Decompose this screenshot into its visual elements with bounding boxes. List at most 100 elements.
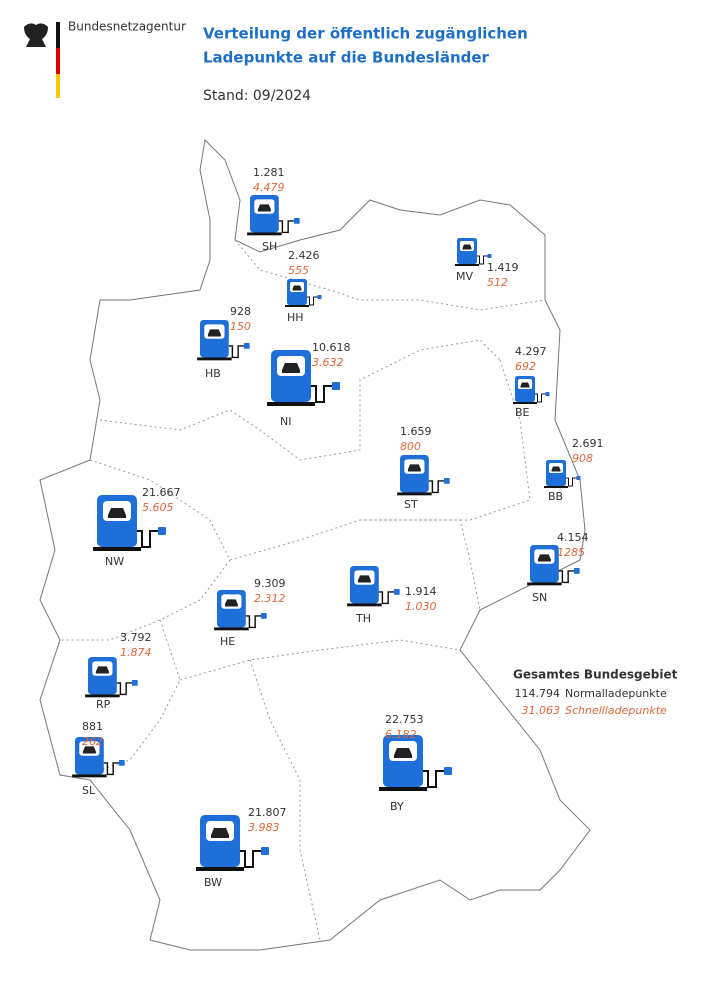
cable	[240, 850, 261, 868]
car	[108, 508, 126, 518]
state-borders	[60, 239, 546, 941]
state-code: BE	[515, 406, 530, 419]
state: HH 2.426 555	[285, 249, 322, 324]
car	[357, 575, 371, 583]
plug	[545, 392, 550, 396]
total-heading: Gesamtes Bundesgebiet	[513, 668, 678, 682]
state-code: SN	[532, 591, 547, 604]
state-code: NI	[280, 415, 291, 428]
charger-icon	[197, 320, 250, 361]
normal-count: 9.309	[254, 577, 286, 590]
normal-count: 1.419	[487, 261, 519, 274]
state-code: MV	[456, 270, 473, 283]
state: NI 10.618 3.632	[267, 341, 351, 428]
state-code: HE	[220, 635, 235, 648]
car	[211, 828, 229, 838]
charger-base	[267, 402, 315, 406]
charger-icon	[455, 238, 492, 266]
state: MV 1.419 512	[455, 238, 519, 289]
charger-base	[379, 787, 427, 791]
state-code: HH	[287, 311, 304, 324]
car	[282, 363, 300, 373]
car	[407, 464, 421, 472]
cable	[535, 393, 546, 403]
charger-base	[196, 867, 244, 871]
charger-base	[72, 774, 107, 778]
state-code: TH	[355, 612, 371, 625]
car	[224, 599, 238, 607]
charger-icon	[527, 545, 580, 586]
border	[360, 359, 531, 521]
normal-count: 1.281	[253, 166, 285, 179]
car	[207, 329, 221, 337]
charger-icon	[397, 455, 450, 496]
normal-count: 1.914	[405, 585, 437, 598]
fast-count: 150	[230, 320, 251, 333]
normal-count: 4.297	[515, 345, 547, 358]
charger-icon	[285, 279, 322, 307]
cable	[228, 345, 244, 359]
fast-count: 4.479	[253, 181, 285, 194]
border	[249, 659, 321, 941]
charger-base	[85, 694, 120, 698]
fast-count: 3.983	[248, 821, 280, 834]
plug	[393, 589, 400, 595]
fast-count: 692	[515, 360, 536, 373]
plug	[487, 254, 492, 258]
plug	[261, 847, 269, 855]
fast-count: 1285	[557, 546, 585, 559]
charger-base	[285, 305, 309, 307]
fast-count: 262	[82, 735, 103, 748]
charger-icon	[196, 815, 269, 871]
state: BB 2.691 908	[544, 437, 604, 503]
car	[394, 748, 412, 758]
total-fast-label: Schnellladepunkte	[565, 704, 667, 717]
normal-count: 21.807	[248, 806, 287, 819]
flag-black	[56, 22, 60, 48]
car	[292, 285, 302, 291]
charger-base	[527, 582, 562, 586]
state: HB 928 150	[197, 305, 251, 380]
fast-count: 908	[572, 452, 593, 465]
state: BW 21.807 3.983	[196, 806, 287, 889]
car	[95, 666, 109, 674]
state-code: BW	[204, 876, 222, 889]
fast-count: 2.312	[254, 592, 286, 605]
car	[551, 466, 561, 472]
charger-base	[544, 486, 568, 488]
cable	[307, 296, 318, 306]
cable	[423, 770, 444, 788]
fast-count: 512	[487, 276, 508, 289]
plug	[444, 767, 452, 775]
normal-count: 21.667	[142, 486, 181, 499]
state: SL 881 262	[72, 720, 125, 797]
logo	[24, 22, 60, 98]
fast-count: 6.182	[385, 728, 417, 741]
charger-base	[247, 232, 282, 236]
plug	[576, 476, 581, 480]
total-normal: 114.794	[515, 687, 561, 700]
normal-count: 4.154	[557, 531, 589, 544]
car	[520, 382, 530, 388]
state: HE 9.309 2.312	[214, 577, 286, 648]
cable	[137, 530, 158, 548]
state-code: SL	[82, 784, 96, 797]
charger-base	[93, 547, 141, 551]
stand: Stand: 09/2024	[203, 88, 311, 104]
charger-base	[397, 492, 432, 496]
charger-icon	[214, 590, 267, 631]
title-line: Ladepunkte auf die Bundesländer	[203, 49, 490, 67]
plug	[158, 527, 166, 535]
car	[82, 746, 96, 754]
fast-count: 5.605	[142, 501, 174, 514]
total-normal-label: Normalladepunkte	[565, 687, 667, 700]
cable	[477, 255, 488, 265]
state: NW 21.667 5.605	[93, 486, 181, 568]
charger-icon	[379, 735, 452, 791]
state-code: RP	[96, 698, 111, 711]
plug	[443, 478, 450, 484]
cable	[103, 762, 119, 776]
charger-base	[347, 603, 382, 607]
fast-count: 555	[288, 264, 309, 277]
